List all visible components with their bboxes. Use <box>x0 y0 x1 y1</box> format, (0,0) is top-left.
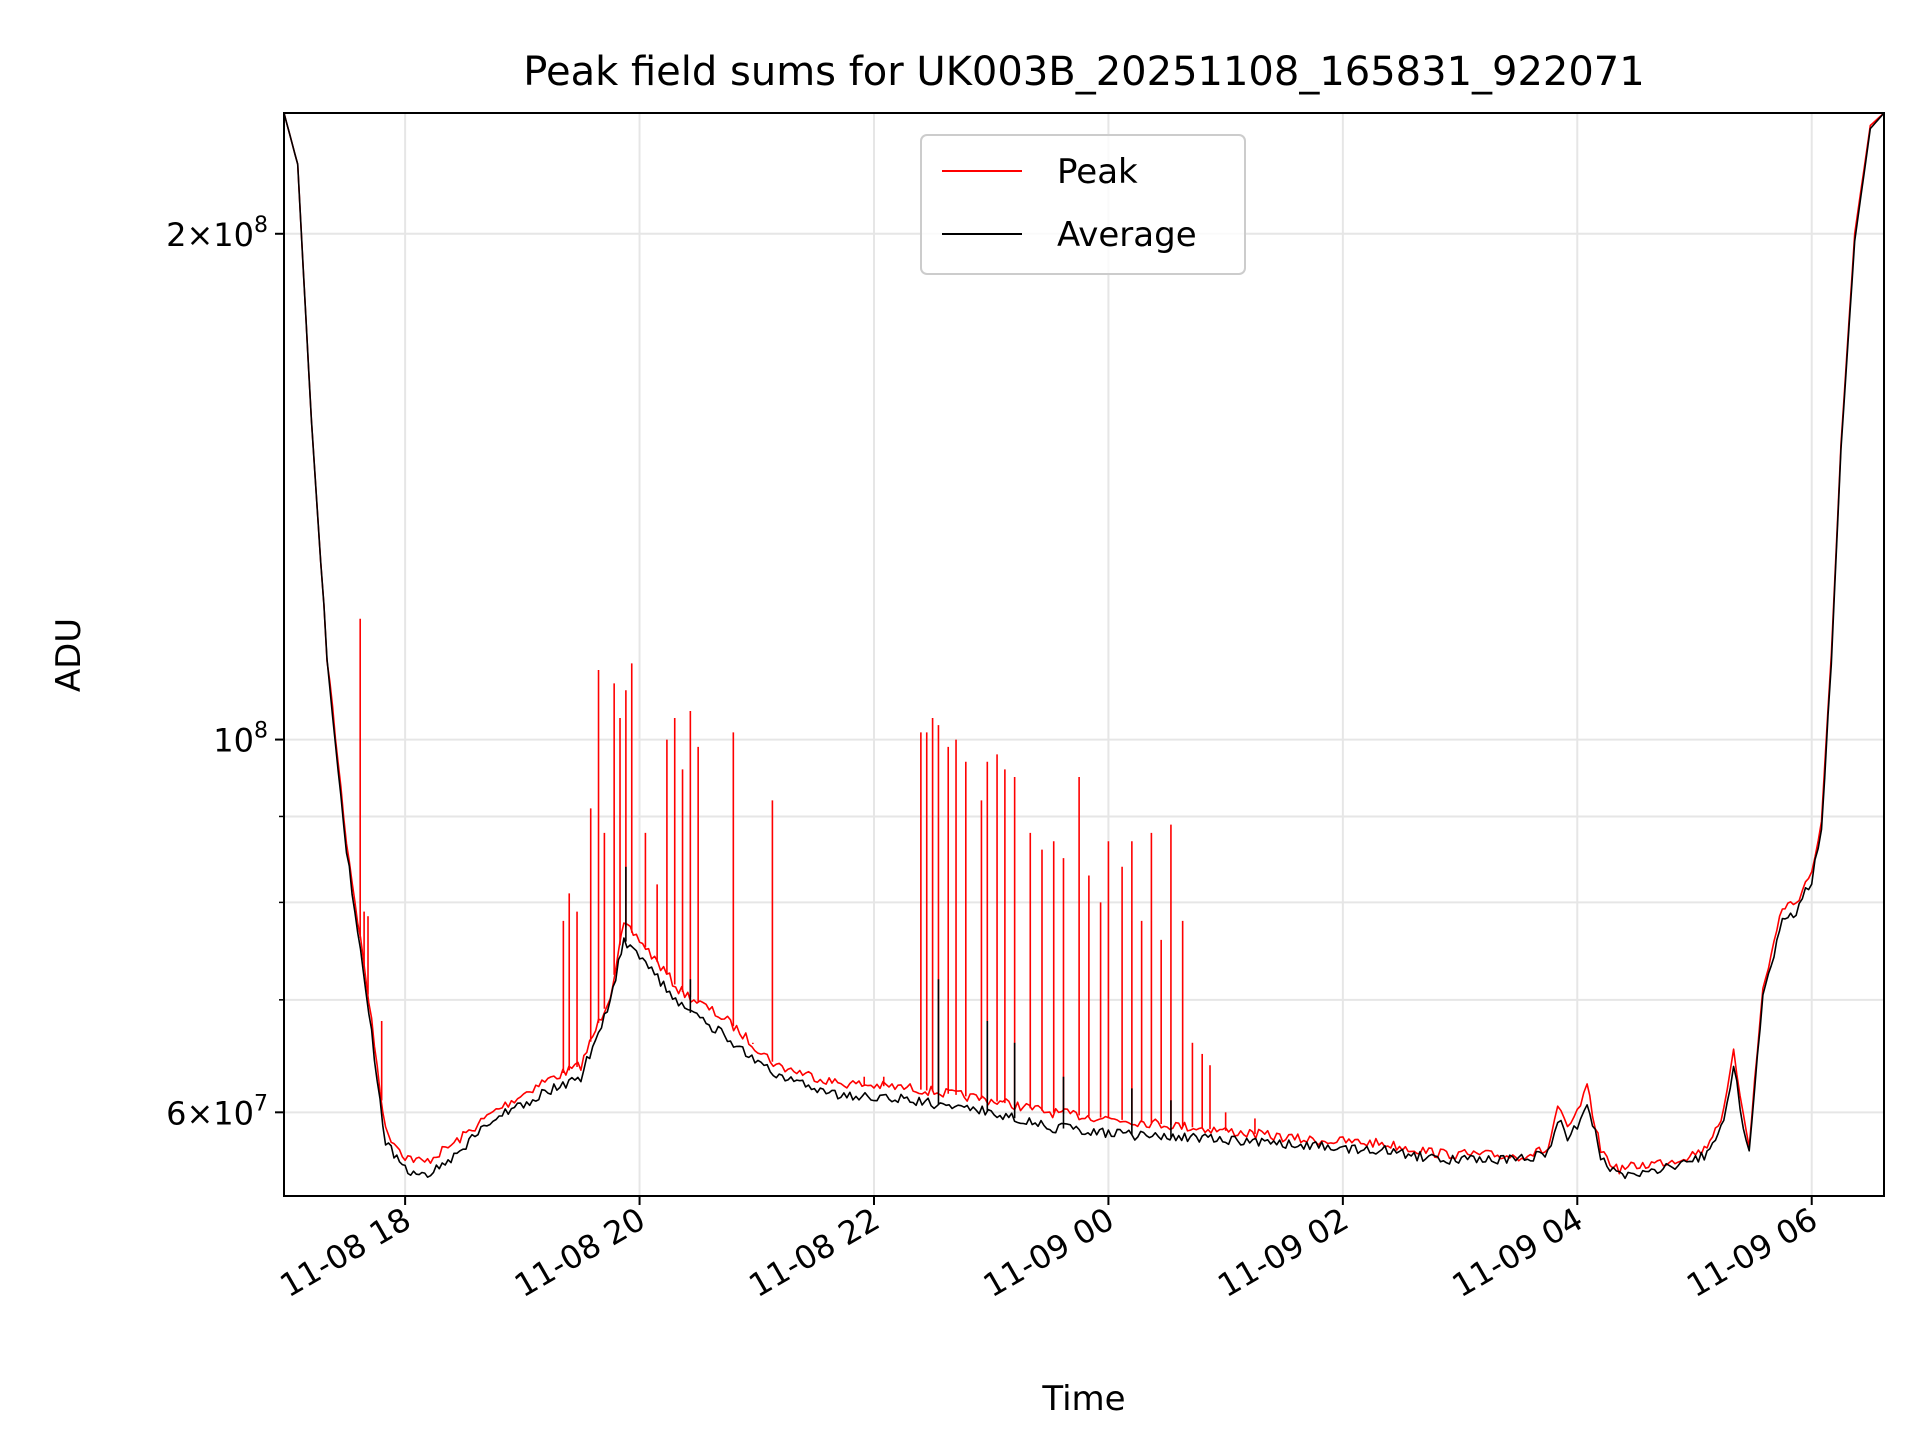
y-tick-label: 2×108 <box>166 213 268 254</box>
legend-average-label: Average <box>1057 215 1197 255</box>
series-line-average <box>283 112 1885 1180</box>
series-average <box>283 112 1885 1180</box>
plot-series <box>283 112 1885 1180</box>
x-axis-label: Time <box>1041 1379 1125 1419</box>
y-tick-label: 108 <box>213 719 268 760</box>
grid-lines <box>284 113 1884 1196</box>
legend: Peak Average <box>920 134 1246 275</box>
y-tick-label: 6×107 <box>166 1091 268 1132</box>
legend-peak-label: Peak <box>1057 152 1138 192</box>
y-axis-label: ADU <box>49 618 89 692</box>
series-line-peak <box>283 112 1885 1175</box>
plot-frame <box>283 112 1885 1197</box>
legend-box <box>920 134 1246 275</box>
chart-title: Peak field sums for UK003B_20251108_1658… <box>523 49 1644 95</box>
series-peak <box>283 112 1885 1175</box>
